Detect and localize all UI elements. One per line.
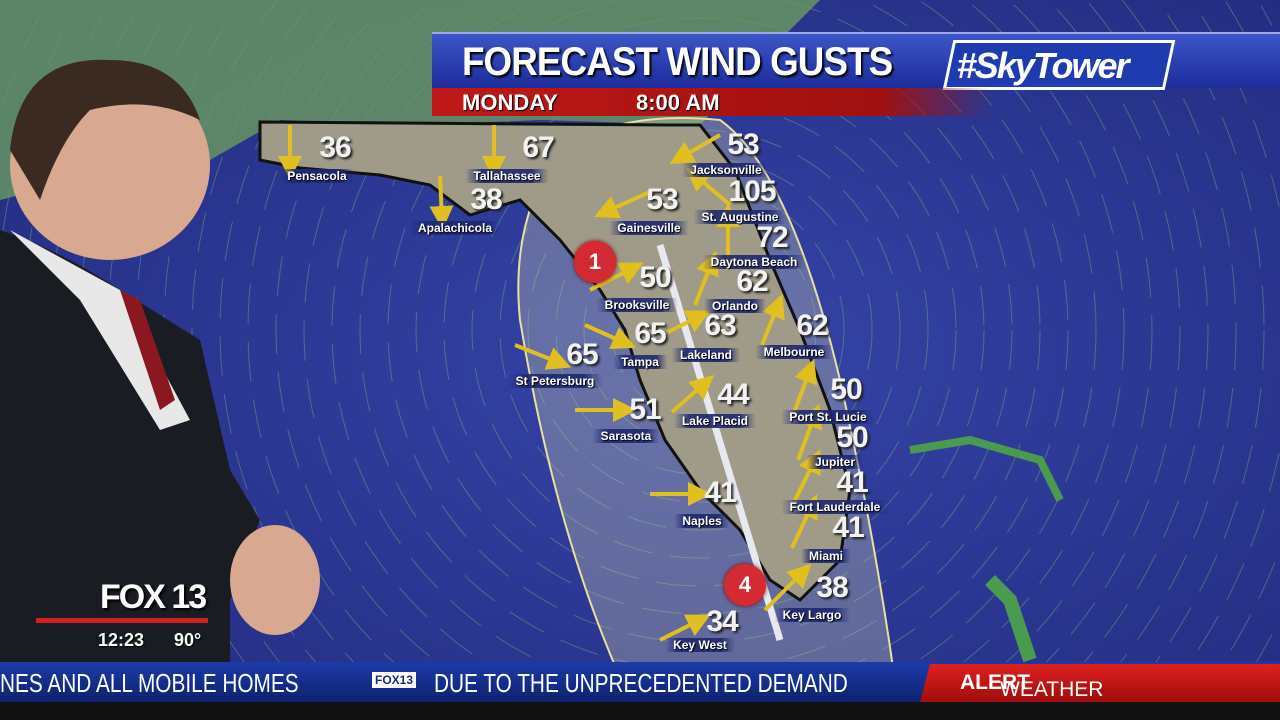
wind-direction-arrow [760, 293, 785, 346]
streamline [331, 4, 1069, 699]
city-label: Orlando [703, 299, 767, 313]
ticker-station-bug: FOX13 [372, 672, 417, 688]
logo-divider [36, 618, 208, 623]
wind-direction-arrow [514, 343, 572, 370]
city-label: Tallahassee [465, 169, 549, 183]
ticker-text-2: DUE TO THE UNPRECEDENTED DEMAND [434, 668, 848, 698]
presenter-body [0, 230, 260, 700]
city-label: St Petersburg [507, 374, 603, 388]
city-label: Port St. Lucie [781, 410, 875, 424]
streamline [1260, 5, 1273, 27]
presenter-hair [10, 59, 200, 200]
streamline [359, 0, 1041, 671]
wind-direction-arrow [763, 563, 812, 612]
wind-gust-value: 41 [704, 476, 736, 509]
city-label: Sarasota [592, 429, 660, 443]
city-label: Miami [800, 549, 852, 563]
hurricane-icon: 4 [724, 564, 766, 606]
bottom-bar [0, 702, 1280, 720]
presenter-tie [120, 290, 175, 410]
wind-direction-arrow [667, 310, 711, 334]
city-label: Fort Lauderdale [781, 500, 889, 514]
wind-gust-value: 34 [706, 605, 738, 638]
ticker-text-1: NES AND ALL MOBILE HOMES [0, 668, 299, 698]
wind-direction-arrow [670, 375, 715, 414]
city-label: Lake Placid [673, 414, 757, 428]
wind-direction-arrow [685, 167, 732, 207]
city-label: Lakeland [671, 348, 741, 362]
alert-label: WEATHER [1000, 678, 1104, 701]
wind-gust-value: 72 [756, 221, 788, 254]
city-label: Melbourne [755, 345, 833, 359]
station-logo: FOX 13 [100, 578, 207, 616]
wind-gust-value: 41 [832, 511, 864, 544]
presenter-shirt [10, 230, 190, 430]
wind-direction-arrow [693, 250, 719, 306]
wind-direction-arrow [589, 262, 644, 292]
map-title: FORECAST WIND GUSTS [462, 40, 893, 84]
city-label: Daytona Beach [702, 255, 806, 269]
wind-direction-arrow [793, 358, 818, 411]
skytower-logo: #SkyTower [942, 40, 1176, 90]
wind-gust-value: 63 [704, 309, 736, 342]
wind-gust-value: 53 [727, 128, 759, 161]
city-label: Naples [674, 514, 730, 528]
wind-direction-arrow [429, 175, 454, 230]
bahamas-land [985, 575, 1037, 663]
wind-gust-value: 51 [629, 393, 661, 426]
wind-gust-value: 65 [634, 317, 666, 350]
wind-gust-value: 53 [646, 183, 678, 216]
city-label: Key West [665, 638, 735, 652]
wind-direction-arrow [669, 133, 721, 164]
clock: 12:23 [98, 630, 145, 650]
streamline [1118, 329, 1265, 708]
wind-gust-value: 36 [319, 131, 351, 164]
wind-gust-value: 44 [717, 378, 749, 411]
wind-gust-value: 38 [470, 183, 502, 216]
wind-direction-arrow [659, 614, 711, 642]
weather-alert-badge: WEATHER ALERT [920, 664, 1280, 702]
forecast-day: MONDAY [462, 90, 558, 115]
streamline [768, 329, 1097, 720]
city-label: Jupiter [806, 455, 864, 469]
city-label: Apalachicola [409, 221, 501, 235]
wind-gust-value: 67 [522, 131, 554, 164]
city-label: Gainesville [609, 221, 689, 235]
city-label: Brooksville [596, 298, 678, 312]
wind-gust-value: 62 [796, 309, 828, 342]
wind-gust-value: 50 [830, 373, 862, 406]
hurricane-icon: 1 [574, 241, 616, 283]
city-label: Key Largo [774, 608, 850, 622]
city-label: Tampa [613, 355, 667, 369]
wind-gust-value: 105 [728, 175, 776, 208]
streamline [247, 4, 461, 714]
city-label: St. Augustine [693, 210, 787, 224]
wind-gust-value: 38 [816, 571, 848, 604]
cuba-land [909, 435, 1064, 502]
alert-label-bold: ALERT [960, 671, 1030, 694]
streamline [782, 0, 1041, 331]
wind-direction-arrow [584, 323, 636, 350]
wind-gust-value: 65 [566, 338, 598, 371]
wind-gust-value: 62 [736, 265, 768, 298]
wind-gust-value: 50 [836, 421, 868, 454]
wind-gust-value: 41 [836, 466, 868, 499]
presenter-hands [230, 525, 320, 635]
city-label: Pensacola [279, 169, 355, 183]
wind-direction-arrow [594, 190, 651, 219]
forecast-time: 8:00 AM [636, 90, 720, 115]
forecast-time-bar: MONDAY 8:00 AM [432, 88, 992, 116]
temperature: 90° [174, 630, 202, 650]
wind-gust-value: 50 [639, 261, 671, 294]
city-label: Jacksonville [682, 163, 770, 177]
